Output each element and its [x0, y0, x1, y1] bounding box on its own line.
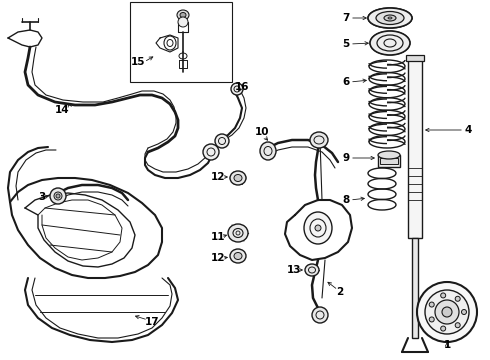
Text: 1: 1	[443, 340, 451, 350]
Ellipse shape	[180, 13, 186, 18]
Ellipse shape	[441, 293, 446, 298]
Ellipse shape	[178, 17, 188, 27]
Ellipse shape	[260, 142, 276, 160]
Text: 10: 10	[255, 127, 269, 137]
Text: 9: 9	[343, 153, 349, 163]
Ellipse shape	[462, 310, 466, 315]
Text: 12: 12	[211, 172, 225, 182]
Ellipse shape	[305, 264, 319, 276]
Text: 3: 3	[38, 192, 46, 202]
Text: 6: 6	[343, 77, 350, 87]
Ellipse shape	[429, 302, 434, 307]
Ellipse shape	[376, 12, 404, 24]
Ellipse shape	[442, 307, 452, 317]
Ellipse shape	[388, 17, 392, 19]
Ellipse shape	[54, 192, 62, 200]
Bar	[412, 238, 418, 338]
Ellipse shape	[417, 282, 477, 342]
Text: 11: 11	[211, 232, 225, 242]
Ellipse shape	[315, 225, 321, 231]
Text: 12: 12	[211, 253, 225, 263]
Ellipse shape	[215, 134, 229, 148]
Text: 14: 14	[55, 105, 69, 115]
Ellipse shape	[435, 300, 459, 324]
Text: 8: 8	[343, 195, 350, 205]
Text: 7: 7	[343, 13, 350, 23]
Text: 17: 17	[145, 317, 159, 327]
Text: 15: 15	[131, 57, 145, 67]
Ellipse shape	[370, 31, 410, 55]
Ellipse shape	[304, 212, 332, 244]
Ellipse shape	[455, 323, 460, 328]
Ellipse shape	[231, 83, 243, 95]
Text: 5: 5	[343, 39, 350, 49]
Text: 4: 4	[465, 125, 472, 135]
Bar	[380, 158, 398, 164]
Ellipse shape	[230, 171, 246, 185]
Ellipse shape	[234, 252, 242, 260]
Ellipse shape	[228, 224, 248, 242]
Ellipse shape	[429, 317, 434, 322]
Bar	[130, 2, 232, 82]
Ellipse shape	[378, 151, 400, 159]
Ellipse shape	[425, 290, 469, 334]
Ellipse shape	[230, 249, 246, 263]
Ellipse shape	[56, 194, 60, 198]
Text: 13: 13	[287, 265, 301, 275]
Ellipse shape	[310, 132, 328, 148]
Bar	[406, 55, 424, 61]
Text: 2: 2	[336, 287, 343, 297]
Bar	[378, 155, 400, 167]
Ellipse shape	[312, 307, 328, 323]
Ellipse shape	[177, 10, 189, 20]
Bar	[408, 58, 422, 238]
Ellipse shape	[455, 296, 460, 301]
Text: 16: 16	[235, 82, 249, 92]
Ellipse shape	[50, 188, 66, 204]
Ellipse shape	[203, 144, 219, 160]
Ellipse shape	[234, 175, 242, 181]
Ellipse shape	[441, 326, 446, 331]
Ellipse shape	[384, 15, 396, 21]
Ellipse shape	[368, 8, 412, 28]
